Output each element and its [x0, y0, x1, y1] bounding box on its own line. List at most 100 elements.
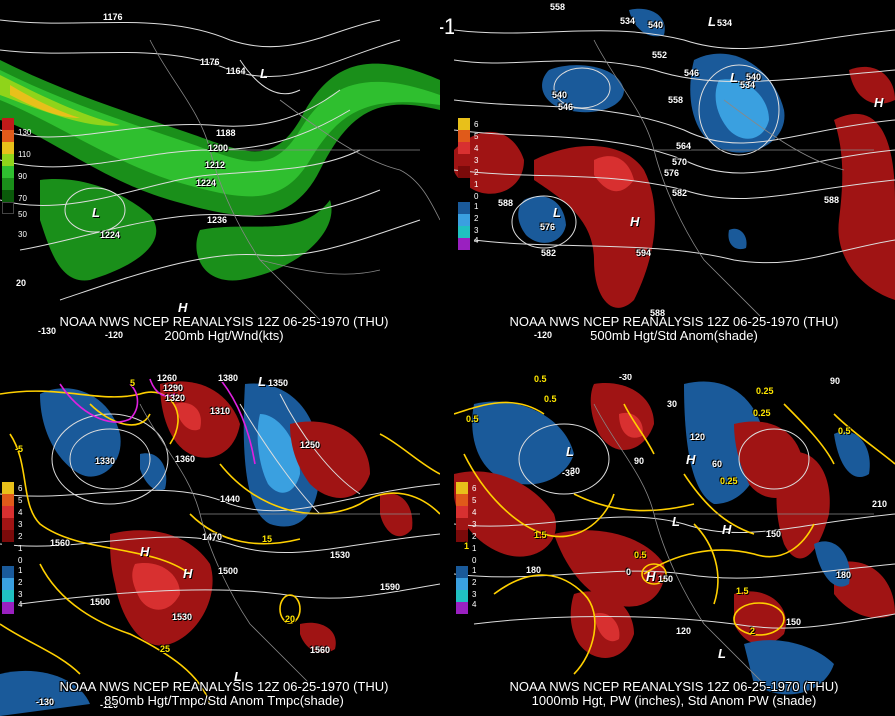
- high-center-marker: H: [874, 95, 884, 110]
- lon-label: -130: [36, 697, 55, 707]
- legend-label: 3: [474, 156, 479, 165]
- panel-caption-1: NOAA NWS NCEP REANALYSIS 12Z 06-25-1970 …: [0, 315, 440, 343]
- contour-label: 570: [672, 157, 688, 167]
- low-center-marker: L: [730, 70, 738, 85]
- lon-label: -120: [105, 330, 124, 340]
- contour-label: 210: [872, 499, 888, 509]
- caption-line2: 200mb Hgt/Wnd(kts): [164, 328, 284, 343]
- contour-label: 1530: [172, 612, 193, 622]
- low-center-marker: L: [258, 374, 266, 389]
- contour-label: 1164: [226, 66, 246, 76]
- map-850mb: [0, 378, 440, 716]
- legend-label: 70: [18, 194, 27, 203]
- caption-line1: NOAA NWS NCEP REANALYSIS 12Z 06-25-1970 …: [59, 314, 389, 329]
- contour-label: 540: [746, 72, 762, 82]
- contour-label: 534: [717, 18, 733, 28]
- legend-label: 1: [472, 566, 477, 575]
- contour-label: 582: [672, 188, 688, 198]
- contour-label: 558: [668, 95, 684, 105]
- high-center-marker: H: [646, 569, 656, 584]
- contour-label: 180: [836, 570, 852, 580]
- pw-label: 2: [750, 626, 756, 636]
- contour-label: 564: [676, 141, 692, 151]
- legend-label: 30: [18, 230, 27, 239]
- contour-label: 1500: [90, 597, 111, 607]
- low-center-marker: L: [260, 66, 268, 81]
- contour-label: 1380: [218, 374, 239, 383]
- legend-label: 4: [474, 144, 479, 153]
- contour-label: 1236: [207, 215, 228, 225]
- legend-label: 2: [474, 168, 479, 177]
- pw-label: 0.5: [534, 374, 547, 384]
- map-1000mb: [454, 381, 895, 695]
- contour-label: -30: [562, 468, 576, 478]
- legend-label: 3: [472, 590, 477, 599]
- pw-label: 1.5: [736, 586, 749, 596]
- contour-label: 120: [690, 432, 706, 442]
- contour-label: 1176: [200, 57, 220, 67]
- contour-label: 546: [684, 68, 700, 78]
- contour-label: 1470: [202, 532, 223, 542]
- contour-label: 588: [650, 308, 666, 318]
- low-center-marker: L: [553, 205, 561, 220]
- legend-label: 130: [18, 128, 32, 137]
- contour-label: 1260: [157, 374, 178, 383]
- legend-label: 5: [474, 132, 479, 141]
- contour-label: 540: [552, 90, 568, 100]
- pw-label: 1: [464, 541, 470, 551]
- legend-label: 3: [474, 226, 479, 235]
- contour-label: 588: [498, 198, 514, 208]
- legend-label: 90: [18, 172, 27, 181]
- low-center-marker: L: [234, 669, 242, 684]
- lat-label: 20: [16, 278, 27, 288]
- temp-label: 5: [130, 378, 136, 388]
- legend-label: 1: [18, 544, 23, 553]
- contour-label: 1530: [330, 550, 351, 560]
- contour-label: 1350: [268, 378, 289, 388]
- temp-label: 25: [160, 644, 171, 654]
- legend-label: 0: [474, 192, 479, 201]
- contour-label: 1176: [103, 12, 123, 22]
- contour-label: 120: [676, 626, 692, 636]
- legend-label: 2: [472, 532, 477, 541]
- contour-label: 1224: [196, 178, 217, 188]
- contour-label: 552: [652, 50, 668, 60]
- map-200mb: [0, 19, 440, 321]
- contour-label: 90: [634, 456, 645, 466]
- panel-caption-3: NOAA NWS NCEP REANALYSIS 12Z 06-25-1970 …: [0, 680, 440, 708]
- contour-label: 150: [658, 574, 674, 584]
- map-500mb: [454, 8, 895, 321]
- legend-200mb: 130 110 90 70 50 30: [2, 118, 31, 239]
- legend-label: 4: [18, 600, 23, 609]
- temp-label: 15: [262, 534, 273, 544]
- legend-label: 2: [18, 578, 23, 587]
- legend-label: 1: [474, 180, 479, 189]
- caption-line1: NOAA NWS NCEP REANALYSIS 12Z 06-25-1970 …: [509, 679, 839, 694]
- contour-label: 594: [636, 248, 652, 258]
- contour-label: 576: [664, 168, 680, 178]
- legend-label: 2: [18, 532, 23, 541]
- high-center-marker: H: [630, 214, 640, 229]
- legend-label: 0: [472, 556, 477, 565]
- legend-1000mb: 6 5 4 3 2 1 0 1 2 3 4: [456, 482, 476, 614]
- legend-label: 6: [474, 120, 479, 129]
- legend-label: 4: [18, 508, 23, 517]
- contour-label: 582: [541, 248, 557, 258]
- contour-label: 534: [620, 16, 636, 26]
- low-center-marker: L: [566, 444, 574, 459]
- contour-label: 1310: [210, 406, 231, 416]
- contour-label: 1560: [50, 538, 71, 548]
- pw-label: 0.5: [544, 394, 557, 404]
- low-center-marker: L: [708, 14, 716, 29]
- contour-label: 60: [712, 459, 723, 469]
- contour-label: 1250: [300, 440, 321, 450]
- contour-label: 588: [824, 195, 840, 205]
- contour-label: 1360: [175, 454, 196, 464]
- pw-label: 0.25: [720, 476, 738, 486]
- contour-label: 1320: [165, 393, 186, 403]
- panel-200mb: 130 110 90 70 50 30 1176 1176 1164 1188 …: [0, 0, 440, 345]
- panel-850mb: 6 5 4 3 2 1 0 1 2 3 4 1260 1290 1320 138…: [0, 374, 440, 716]
- legend-label: 110: [18, 150, 31, 159]
- contour-label: 1188: [216, 128, 236, 138]
